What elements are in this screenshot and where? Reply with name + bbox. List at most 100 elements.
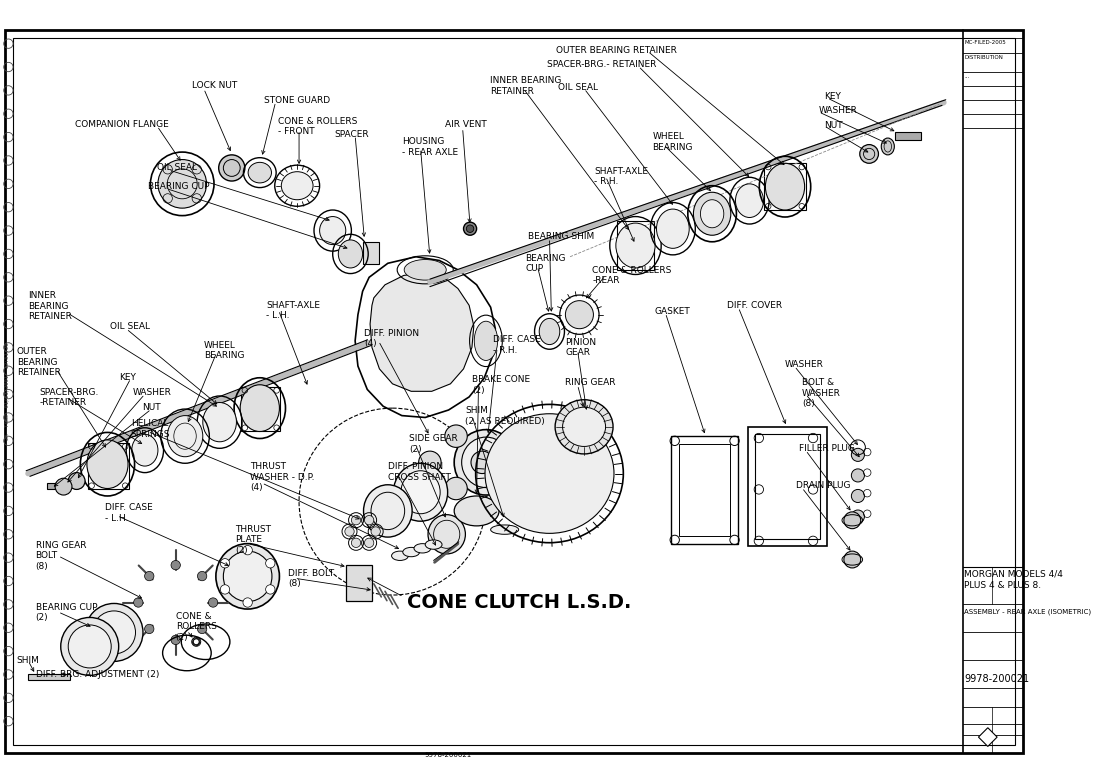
Ellipse shape: [766, 163, 804, 210]
Text: DIFF. COVER: DIFF. COVER: [727, 300, 782, 310]
Text: ASSEMBLY - REAR AXLE (ISOMETRIC): ASSEMBLY - REAR AXLE (ISOMETRIC): [965, 608, 1091, 615]
Ellipse shape: [462, 437, 510, 488]
Text: SHAFT-AXLE
- L.H.: SHAFT-AXLE - L.H.: [266, 300, 320, 320]
Text: BRAKE CONE
(2): BRAKE CONE (2): [472, 376, 530, 395]
Text: CONE &
ROLLERS
(2): CONE & ROLLERS (2): [176, 612, 217, 641]
Circle shape: [208, 598, 218, 607]
Circle shape: [851, 510, 865, 523]
Text: BOLT &
WASHER
(8): BOLT & WASHER (8): [802, 378, 840, 408]
Bar: [345, 565, 372, 601]
Polygon shape: [979, 728, 997, 746]
Circle shape: [243, 546, 252, 555]
Text: DIFF. PINION
CROSS SHAFT: DIFF. PINION CROSS SHAFT: [388, 463, 451, 481]
Text: INNER BEARING
RETAINER: INNER BEARING RETAINER: [490, 76, 561, 96]
Circle shape: [170, 561, 180, 570]
Ellipse shape: [616, 223, 656, 268]
Circle shape: [144, 624, 154, 633]
Ellipse shape: [394, 463, 448, 521]
Text: DRAIN PLUG: DRAIN PLUG: [796, 481, 850, 490]
Text: BEARING
CUP: BEARING CUP: [525, 254, 565, 274]
Text: ...: ...: [965, 74, 970, 78]
Circle shape: [419, 451, 441, 474]
Ellipse shape: [363, 485, 412, 537]
Ellipse shape: [216, 543, 279, 609]
Circle shape: [463, 222, 476, 235]
Text: GASKET: GASKET: [654, 307, 690, 316]
Circle shape: [351, 516, 361, 524]
Text: NUT: NUT: [142, 404, 161, 412]
Text: AIR VENT: AIR VENT: [444, 120, 486, 129]
Text: WASHER: WASHER: [133, 387, 172, 397]
Ellipse shape: [426, 540, 442, 550]
Text: WASHER: WASHER: [785, 360, 824, 368]
Text: HOUSING
- REAR AXLE: HOUSING - REAR AXLE: [402, 137, 458, 157]
Text: WASHER: WASHER: [818, 107, 858, 115]
Circle shape: [444, 477, 468, 499]
Bar: [617, 221, 654, 270]
Ellipse shape: [491, 525, 519, 534]
Circle shape: [55, 478, 72, 495]
Text: INNER
BEARING
RETAINER: INNER BEARING RETAINER: [28, 292, 72, 321]
Text: LOCK NUT: LOCK NUT: [191, 81, 236, 90]
Text: NUT: NUT: [824, 122, 843, 130]
Text: RING GEAR: RING GEAR: [565, 378, 616, 387]
Circle shape: [220, 558, 230, 568]
Circle shape: [265, 585, 275, 594]
Ellipse shape: [556, 400, 613, 454]
Ellipse shape: [249, 162, 272, 183]
Circle shape: [144, 572, 154, 581]
Ellipse shape: [132, 434, 158, 466]
Ellipse shape: [881, 138, 894, 155]
Text: SPACER-BRG.
-RETAINER: SPACER-BRG. -RETAINER: [40, 387, 99, 407]
Ellipse shape: [320, 216, 345, 245]
Text: STONE GUARD: STONE GUARD: [264, 96, 330, 105]
Text: DIFF. BOLT
(8): DIFF. BOLT (8): [288, 569, 334, 588]
Text: DIFF. CASE
- L.H.: DIFF. CASE - L.H.: [104, 503, 153, 523]
Bar: [755, 434, 820, 539]
Text: BEARING CUP
(2): BEARING CUP (2): [35, 603, 97, 622]
Ellipse shape: [202, 402, 236, 441]
Ellipse shape: [414, 543, 431, 553]
Ellipse shape: [565, 300, 593, 328]
Text: SHAFT-AXLE
- R.H.: SHAFT-AXLE - R.H.: [594, 167, 648, 187]
Ellipse shape: [85, 604, 143, 662]
Text: 2A  Time  01/23/2001  12:51:26: 2A Time 01/23/2001 12:51:26: [6, 343, 10, 440]
Ellipse shape: [223, 551, 272, 601]
Ellipse shape: [92, 611, 135, 654]
Ellipse shape: [339, 240, 363, 268]
Circle shape: [844, 512, 860, 528]
Ellipse shape: [240, 385, 279, 431]
Ellipse shape: [282, 172, 314, 200]
Circle shape: [844, 551, 860, 568]
Text: SPACER-BRG.- RETAINER: SPACER-BRG.- RETAINER: [547, 60, 656, 70]
Text: COMPANION FLANGE: COMPANION FLANGE: [75, 120, 168, 129]
Ellipse shape: [657, 209, 690, 249]
Text: 9978-200021: 9978-200021: [965, 674, 1030, 684]
Circle shape: [851, 489, 865, 503]
Text: HELICAL
SPRINGS: HELICAL SPRINGS: [131, 419, 170, 439]
Ellipse shape: [701, 200, 724, 228]
Ellipse shape: [474, 321, 497, 361]
Text: KEY: KEY: [824, 93, 842, 101]
Circle shape: [371, 527, 381, 536]
Text: DIFF. PINION
(4): DIFF. PINION (4): [364, 328, 419, 348]
Circle shape: [364, 538, 374, 547]
Ellipse shape: [454, 430, 518, 495]
Bar: [28, 674, 70, 680]
Ellipse shape: [219, 155, 245, 181]
Circle shape: [170, 635, 180, 644]
Circle shape: [364, 516, 374, 524]
Polygon shape: [370, 273, 474, 391]
Text: CONE CLUTCH L.S.D.: CONE CLUTCH L.S.D.: [407, 593, 631, 612]
Text: BEARING SHIM: BEARING SHIM: [528, 232, 594, 241]
Bar: [671, 436, 738, 543]
Circle shape: [471, 451, 494, 474]
Text: DIFF. CASE
- R.H.: DIFF. CASE - R.H.: [494, 336, 541, 354]
Circle shape: [851, 469, 865, 482]
Text: DIFF. BRG. ADJUSTMENT (2): DIFF. BRG. ADJUSTMENT (2): [35, 670, 158, 679]
Text: KEY: KEY: [120, 372, 136, 382]
Ellipse shape: [87, 440, 128, 488]
Circle shape: [265, 558, 275, 568]
Circle shape: [466, 225, 474, 232]
Bar: [748, 426, 827, 546]
